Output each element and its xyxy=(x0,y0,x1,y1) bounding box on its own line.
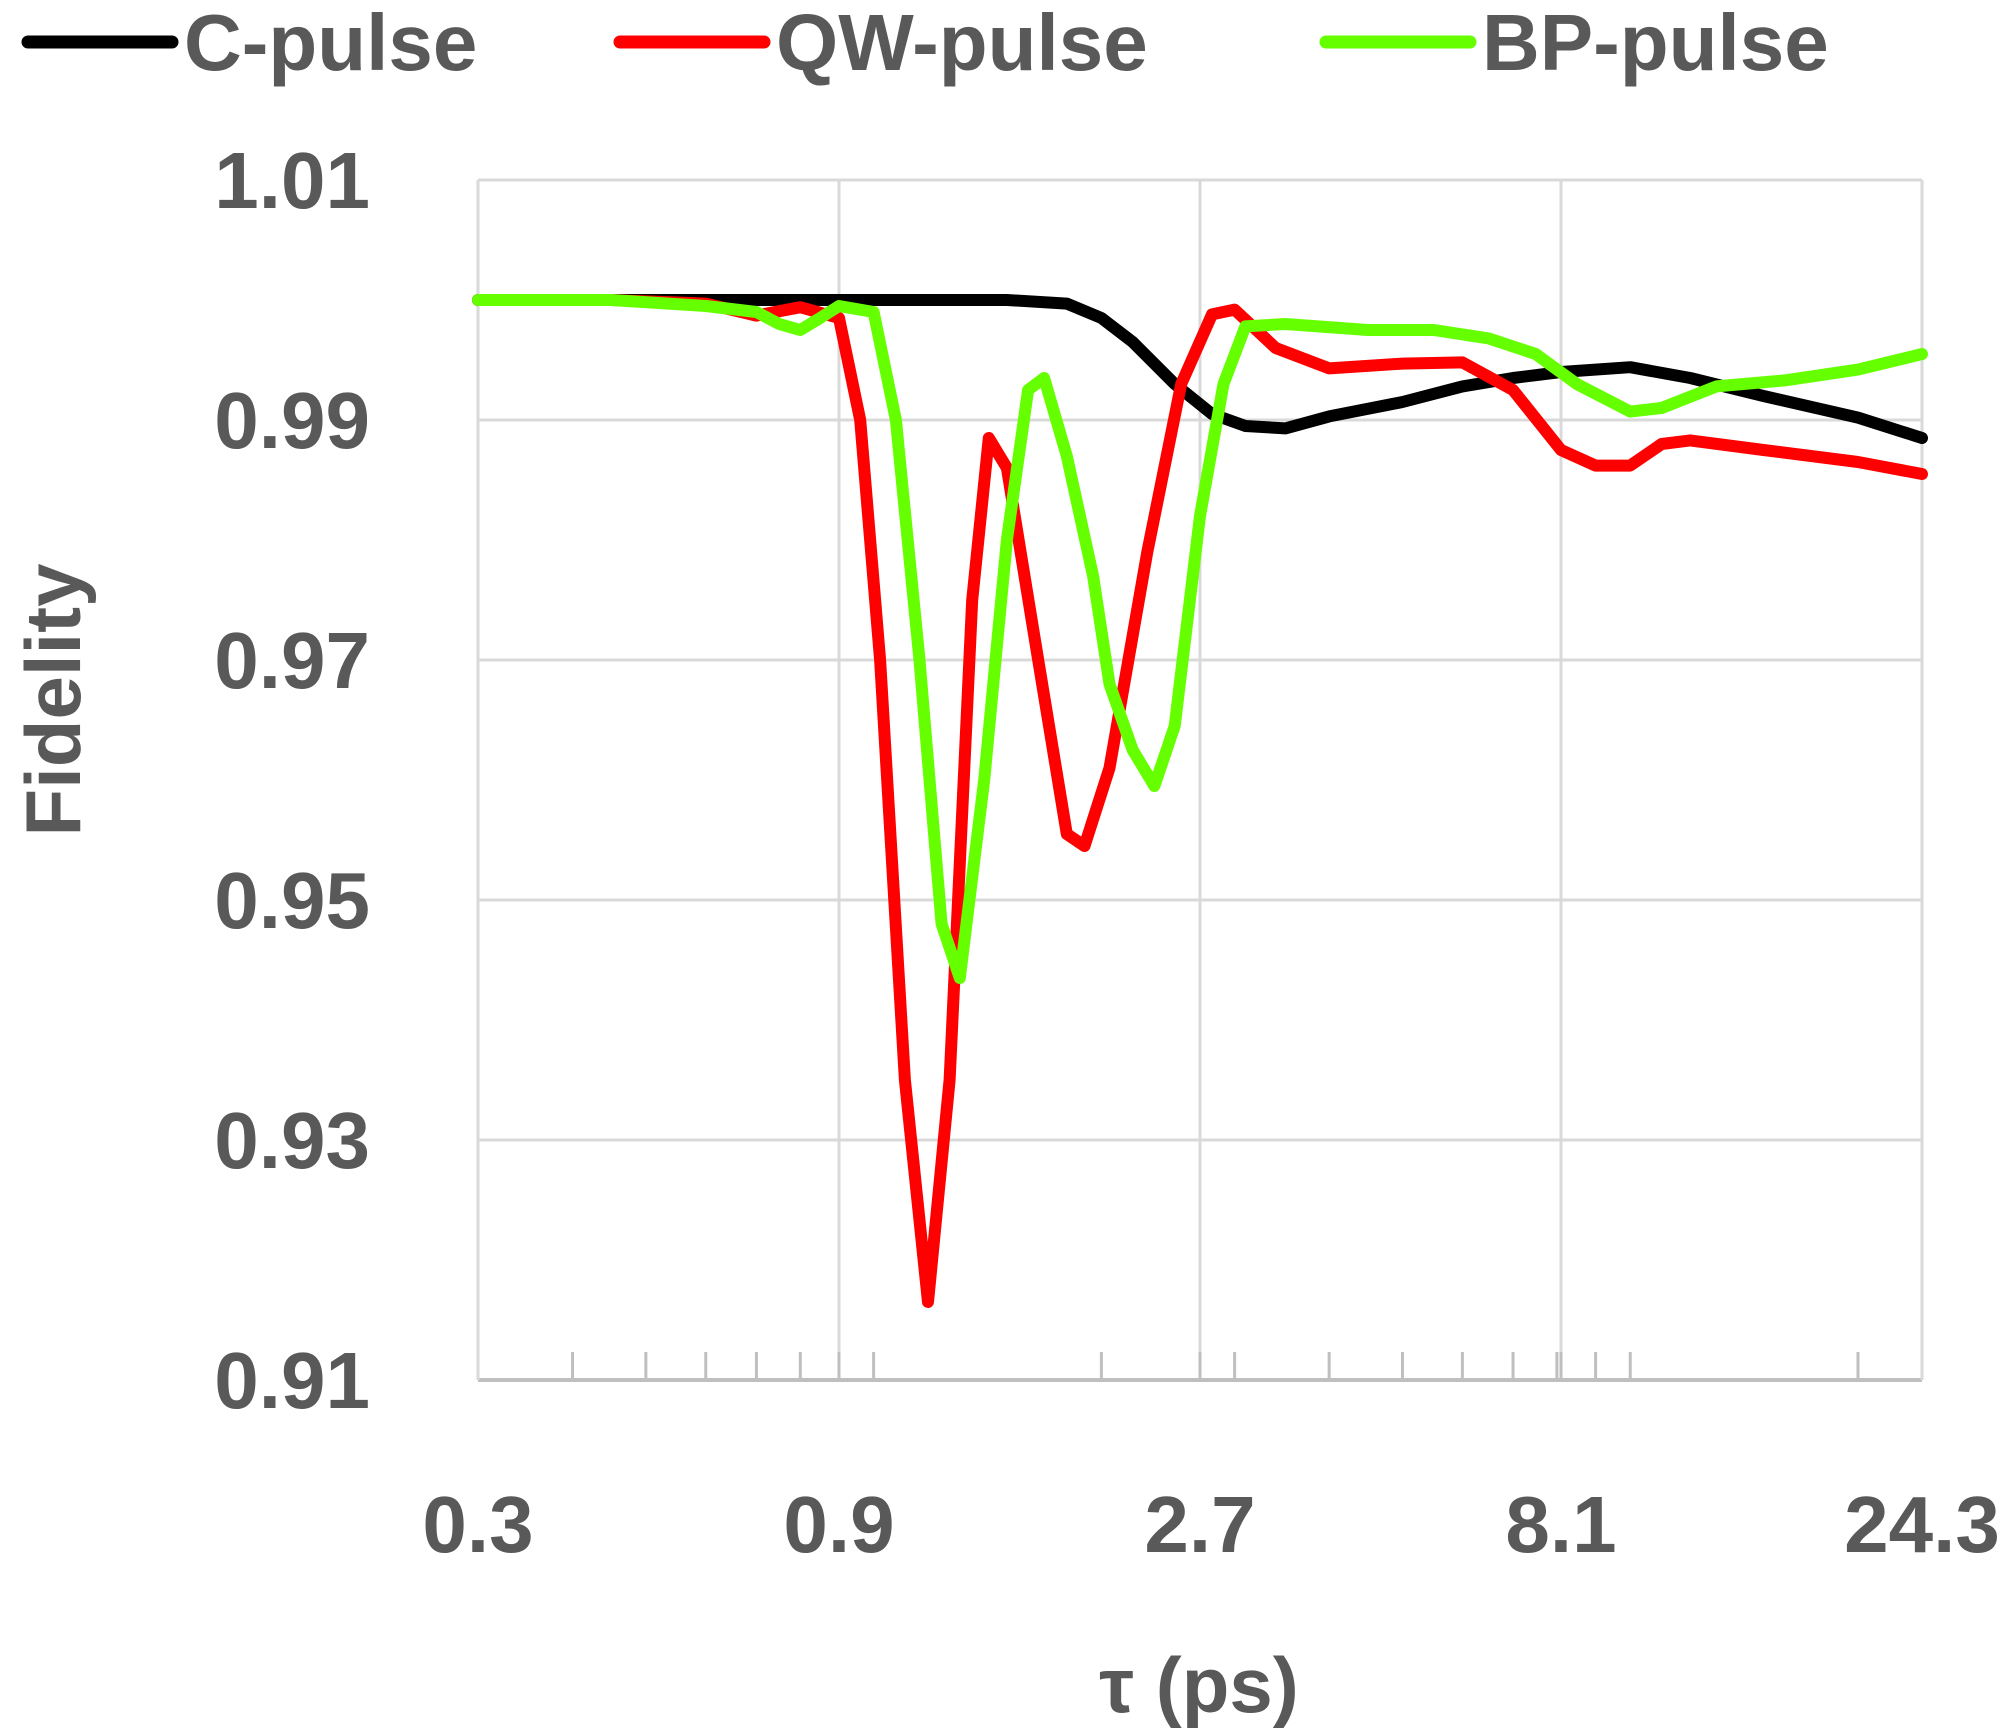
y-tick-label: 0.97 xyxy=(214,616,370,705)
x-tick-label: 24.3 xyxy=(1844,1480,2000,1569)
y-tick-label: 0.99 xyxy=(214,376,370,465)
series-line-qw-pulse xyxy=(472,294,1928,1308)
axes xyxy=(476,180,1924,1382)
x-tick-label: 0.9 xyxy=(783,1480,894,1569)
series-line-c-pulse xyxy=(472,294,1928,444)
legend: C-pulse QW-pulse BP-pulse xyxy=(21,0,1829,87)
legend-label-bp-pulse: BP-pulse xyxy=(1482,0,1829,87)
y-tick-label: 0.91 xyxy=(214,1336,370,1425)
grid xyxy=(476,178,1924,1382)
series-line-bp-pulse xyxy=(472,294,1928,984)
y-axis-title: Fidelity xyxy=(9,563,97,836)
x-tick-label: 8.1 xyxy=(1505,1480,1616,1569)
legend-label-qw-pulse: QW-pulse xyxy=(776,0,1148,87)
legend-label-c-pulse: C-pulse xyxy=(184,0,477,87)
y-tick-label: 0.95 xyxy=(214,856,370,945)
x-tick-label: 2.7 xyxy=(1144,1480,1255,1569)
y-tick-label: 0.93 xyxy=(214,1096,370,1185)
x-axis-title: τ (ps) xyxy=(1099,1641,1298,1729)
x-tick-label: 0.3 xyxy=(422,1480,533,1569)
y-tick-label: 1.01 xyxy=(214,136,370,225)
tick-labels: 0.91 0.93 0.95 0.97 0.99 1.01 0.3 0.9 2.7 8.1 24.3 xyxy=(214,136,2000,1569)
series-group xyxy=(472,294,1928,1308)
